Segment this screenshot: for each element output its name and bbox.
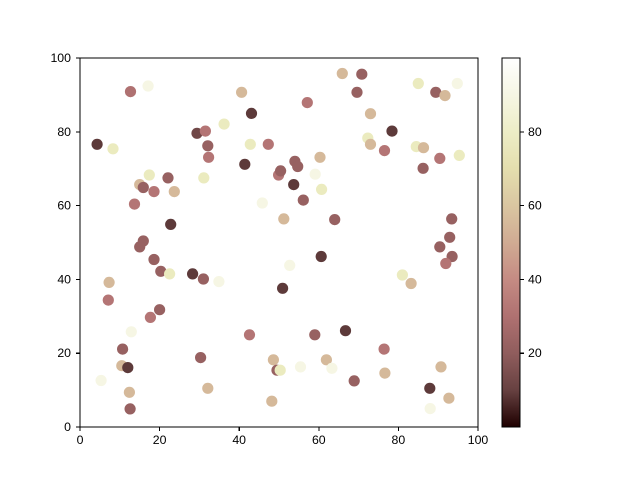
svg-text:100: 100 bbox=[468, 433, 489, 447]
svg-text:60: 60 bbox=[312, 433, 326, 447]
svg-text:60: 60 bbox=[528, 199, 542, 213]
svg-text:80: 80 bbox=[392, 433, 406, 447]
svg-text:80: 80 bbox=[57, 125, 71, 139]
svg-text:40: 40 bbox=[57, 272, 71, 286]
svg-text:60: 60 bbox=[57, 199, 71, 213]
svg-text:0: 0 bbox=[64, 420, 71, 434]
svg-text:20: 20 bbox=[528, 346, 542, 360]
svg-text:0: 0 bbox=[77, 433, 84, 447]
svg-text:20: 20 bbox=[153, 433, 167, 447]
svg-text:20: 20 bbox=[57, 346, 71, 360]
svg-text:100: 100 bbox=[50, 51, 71, 65]
svg-text:40: 40 bbox=[232, 433, 246, 447]
svg-text:80: 80 bbox=[528, 125, 542, 139]
svg-text:40: 40 bbox=[528, 272, 542, 286]
